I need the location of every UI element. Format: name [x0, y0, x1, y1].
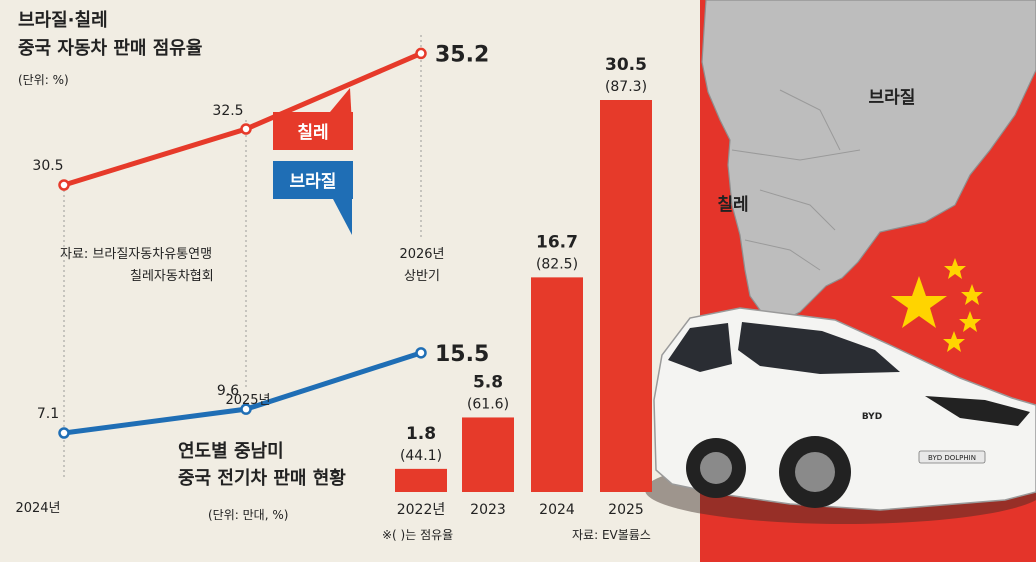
map-label-brazil: 브라질 — [869, 87, 916, 108]
bar-chart-footnote: ※( )는 점유율 — [382, 528, 453, 542]
x-tick-label: 2025년 — [225, 393, 270, 408]
bars — [395, 100, 652, 492]
line-value-labels: 30.5 32.5 35.2 7.1 9.6 15.5 — [32, 42, 489, 422]
data-point — [58, 427, 70, 439]
china-flag-icon — [891, 258, 983, 352]
flag-small-star-icon — [943, 331, 965, 352]
bar-x-tick-label: 2023 — [470, 502, 506, 518]
value-label: 32.5 — [212, 103, 243, 119]
car-headlight — [925, 396, 1030, 426]
car-badge: BYD DOLPHIN — [928, 454, 976, 462]
data-point — [240, 403, 252, 415]
bar-x-tick-label: 2025 — [608, 502, 644, 518]
bar-x-tick-label: 2024 — [539, 502, 575, 518]
bar — [600, 100, 652, 492]
flag-small-star-icon — [944, 258, 966, 279]
bar-share-label: (87.3) — [605, 79, 647, 95]
car-front-rim — [795, 452, 835, 492]
x-tick-label: 2026년 — [399, 247, 444, 262]
line-points — [58, 47, 427, 439]
bar-chart-source: 자료: EV볼륨스 — [572, 528, 651, 542]
legend-box-brazil — [273, 161, 353, 199]
car-plate — [918, 450, 986, 464]
line-chart: 브라질·칠레 중국 자동차 판매 점유율 (단위: %) 30.5 32.5 35.… — [15, 10, 489, 516]
map-label-chile: 칠레 — [717, 194, 748, 215]
bar-chart-unit: (단위: 만대, %) — [208, 508, 288, 522]
data-point — [240, 123, 252, 135]
line-chart-source-1: 자료: 브라질자동차유통연맹 — [60, 247, 212, 262]
legend-label: 칠레 — [297, 122, 328, 143]
legend-label: 브라질 — [290, 171, 337, 192]
value-label: 7.1 — [37, 406, 59, 422]
bar-chart-title-1: 연도별 중남미 — [178, 441, 284, 462]
data-point — [415, 47, 427, 60]
value-label: 15.5 — [435, 342, 489, 367]
x-tick-label: 2024년 — [15, 501, 60, 516]
data-point — [58, 179, 70, 191]
car-side-window — [668, 323, 732, 372]
bar-value-label: 1.8 — [406, 424, 436, 444]
line-chart-title-1: 브라질·칠레 — [18, 10, 108, 31]
flag-big-star-icon — [891, 276, 947, 328]
series-line-chile — [61, 50, 424, 188]
bar-value-label: 5.8 — [473, 372, 503, 392]
value-label: 35.2 — [435, 42, 489, 67]
x-tick-label: 상반기 — [404, 269, 440, 284]
bar-x-tick-label: 2022년 — [397, 502, 446, 518]
flag-small-star-icon — [959, 311, 981, 332]
map-border-lines — [731, 89, 861, 271]
data-point — [415, 347, 427, 359]
bar-value-label: 30.5 — [605, 55, 647, 75]
map-panel: 브라질 칠레 BYD DOLPHIN BYD — [645, 0, 1036, 562]
bar — [531, 277, 583, 492]
car-rear-rim — [700, 452, 732, 484]
bar-x-ticks: 2022년 2023 2024 2025 — [397, 502, 644, 518]
value-label: 30.5 — [32, 158, 63, 174]
bar-value-label: 16.7 — [536, 232, 578, 252]
line-chart-title-2: 중국 자동차 판매 점유율 — [18, 38, 202, 59]
value-label: 9.6 — [217, 383, 239, 399]
flag-small-star-icon — [961, 284, 983, 305]
bar-value-labels: 1.8 (44.1) 5.8 (61.6) 16.7 (82.5) 30.5 (87.3) — [400, 55, 647, 464]
ev-car-icon: BYD DOLPHIN BYD — [645, 307, 1036, 524]
bar-share-label: (61.6) — [467, 396, 509, 412]
line-chart-unit: (단위: %) — [18, 73, 69, 87]
line-chart-source-2: 칠레자동차협회 — [130, 269, 214, 284]
bar — [395, 468, 447, 492]
car-windshield — [738, 322, 900, 374]
bar-share-label: (82.5) — [536, 256, 578, 272]
bar-share-label: (44.1) — [400, 448, 442, 464]
bar — [462, 417, 514, 492]
bar-chart-title-2: 중국 전기차 판매 현황 — [178, 468, 346, 489]
legend-box-chile — [273, 112, 353, 150]
car-logo: BYD — [862, 412, 882, 422]
bar-chart: 연도별 중남미 중국 전기차 판매 현황 (단위: 만대, %) 1.8 (44.… — [178, 55, 652, 542]
